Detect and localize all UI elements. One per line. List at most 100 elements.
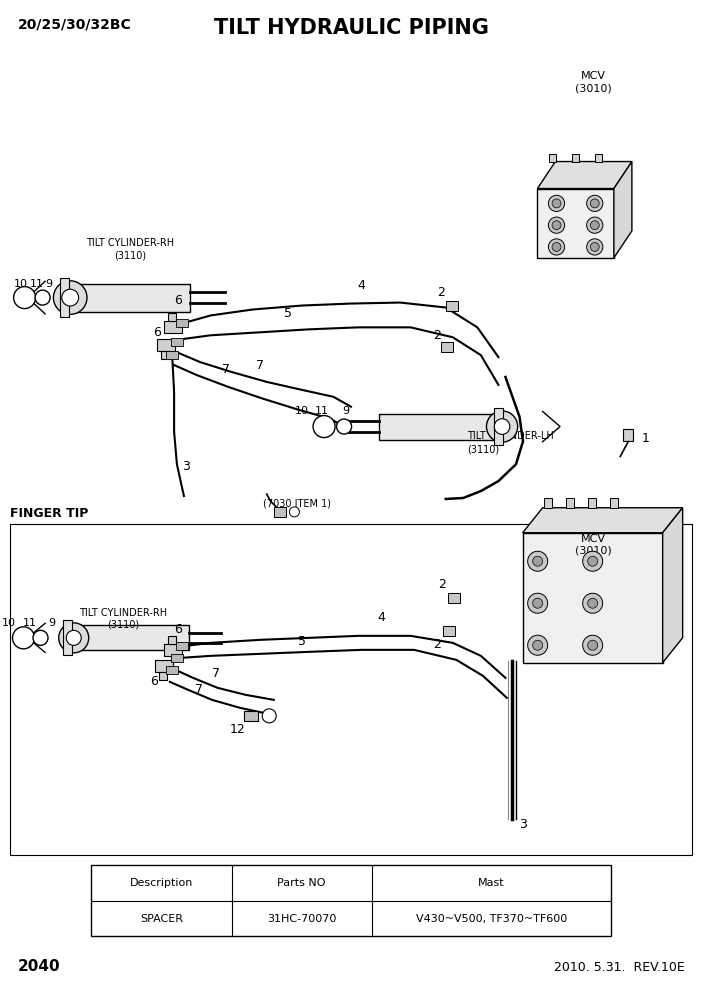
Polygon shape [523, 508, 682, 533]
Bar [155, 660, 173, 672]
Circle shape [528, 593, 548, 613]
Text: 2: 2 [437, 286, 445, 300]
Bar [448, 593, 460, 603]
Circle shape [588, 640, 597, 650]
Bar [595, 155, 602, 162]
Bar [63, 620, 72, 656]
Circle shape [486, 411, 517, 442]
Text: 3: 3 [182, 459, 190, 473]
Text: 10: 10 [295, 406, 309, 416]
Bar [623, 430, 633, 441]
Circle shape [587, 217, 603, 233]
Circle shape [588, 557, 597, 566]
Circle shape [548, 195, 564, 211]
Circle shape [289, 507, 299, 517]
Circle shape [533, 640, 543, 650]
Text: 7: 7 [256, 358, 264, 372]
Text: 2: 2 [432, 328, 441, 342]
Circle shape [53, 281, 87, 314]
Text: 2: 2 [438, 577, 446, 590]
Bar [442, 342, 453, 352]
Bar [494, 409, 503, 444]
Text: Description: Description [130, 878, 193, 888]
Text: 12: 12 [230, 723, 245, 736]
Bar [166, 666, 178, 674]
Text: 9: 9 [48, 618, 55, 628]
Text: 5: 5 [298, 635, 306, 649]
Bar [176, 319, 188, 327]
Bar [379, 414, 494, 439]
Bar [159, 672, 167, 680]
Text: 7: 7 [211, 668, 220, 681]
Text: Parts NO: Parts NO [277, 878, 326, 888]
Text: TILT HYDRAULIC PIPING: TILT HYDRAULIC PIPING [213, 18, 489, 38]
Text: FINGER TIP: FINGER TIP [10, 507, 88, 520]
Bar [171, 654, 183, 662]
Bar [274, 507, 286, 517]
Text: 1: 1 [642, 432, 650, 445]
Circle shape [548, 239, 564, 255]
Circle shape [66, 630, 81, 646]
Circle shape [528, 552, 548, 571]
Text: 9: 9 [46, 279, 53, 289]
Bar [443, 626, 455, 636]
Text: 7: 7 [195, 683, 204, 696]
Text: 2010. 5.31.  REV.10E: 2010. 5.31. REV.10E [554, 961, 684, 974]
Bar [60, 278, 69, 317]
Bar [164, 321, 182, 333]
Bar [609, 498, 618, 508]
Bar [79, 625, 189, 651]
Text: 11: 11 [22, 618, 37, 628]
Text: 10: 10 [14, 279, 28, 289]
Bar [244, 711, 258, 721]
Bar [543, 498, 552, 508]
Bar [446, 301, 458, 310]
Circle shape [552, 199, 561, 208]
Text: 31HC-70070: 31HC-70070 [267, 914, 336, 924]
Text: Mast: Mast [478, 878, 505, 888]
Bar [168, 636, 176, 644]
Circle shape [548, 217, 564, 233]
Circle shape [552, 220, 561, 229]
Circle shape [336, 419, 352, 434]
Text: 4: 4 [357, 279, 366, 293]
Text: SPACER: SPACER [140, 914, 183, 924]
Text: 9: 9 [343, 406, 350, 416]
Circle shape [35, 290, 50, 306]
Text: (3110): (3110) [114, 251, 146, 261]
Bar [549, 155, 556, 162]
Polygon shape [523, 533, 663, 663]
Polygon shape [663, 508, 682, 663]
Circle shape [533, 557, 543, 566]
Circle shape [13, 287, 36, 309]
Text: TILT CYLINDER-RH: TILT CYLINDER-RH [79, 608, 167, 618]
Circle shape [263, 709, 276, 723]
Circle shape [533, 598, 543, 608]
Circle shape [59, 623, 88, 653]
Bar [157, 339, 175, 351]
Text: (3110): (3110) [467, 444, 499, 454]
Bar [91, 865, 611, 936]
Circle shape [587, 195, 603, 211]
Text: 10: 10 [1, 618, 15, 628]
Bar [176, 642, 188, 650]
Polygon shape [614, 162, 632, 258]
Bar [566, 498, 574, 508]
Bar [10, 524, 692, 855]
Circle shape [583, 635, 602, 656]
Bar [166, 351, 178, 359]
Text: 11: 11 [315, 406, 329, 416]
Text: 3: 3 [519, 817, 527, 831]
Text: MCV
(3010): MCV (3010) [575, 534, 611, 556]
Bar [168, 313, 176, 321]
Circle shape [552, 242, 561, 251]
Bar [164, 644, 182, 656]
Circle shape [313, 416, 335, 437]
Circle shape [583, 552, 602, 571]
Text: V430~V500, TF370~TF600: V430~V500, TF370~TF600 [416, 914, 567, 924]
Text: 20/25/30/32BC: 20/25/30/32BC [18, 18, 131, 32]
Text: 6: 6 [150, 676, 159, 688]
Text: (7030 ITEM 1): (7030 ITEM 1) [263, 499, 331, 509]
Circle shape [587, 239, 603, 255]
Polygon shape [538, 162, 632, 188]
